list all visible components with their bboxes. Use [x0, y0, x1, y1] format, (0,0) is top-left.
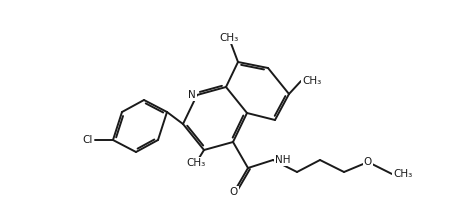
Text: O: O [230, 187, 238, 197]
Text: CH₃: CH₃ [186, 158, 205, 168]
Text: Cl: Cl [83, 135, 93, 145]
Text: NH: NH [275, 155, 291, 165]
Text: N: N [188, 90, 196, 100]
Text: O: O [364, 157, 372, 167]
Text: CH₃: CH₃ [302, 76, 321, 86]
Text: CH₃: CH₃ [393, 169, 412, 179]
Text: CH₃: CH₃ [219, 33, 239, 43]
